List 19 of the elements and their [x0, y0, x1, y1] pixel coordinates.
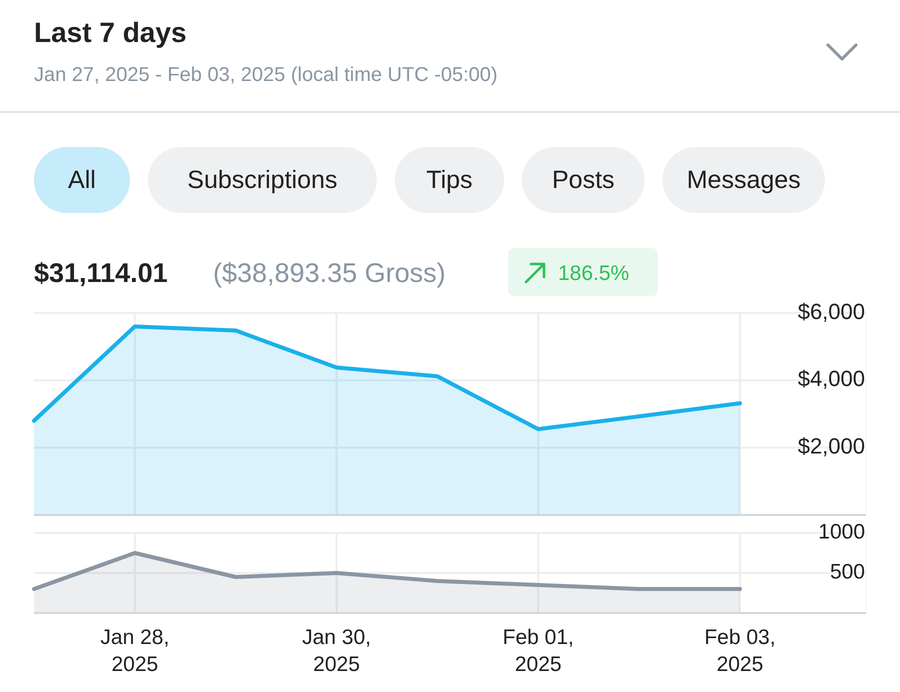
- x-tick-label: Feb 01, 2025: [502, 626, 574, 676]
- chart-title: Last 7 days: [34, 17, 187, 48]
- text: $31,114.01: [34, 258, 168, 288]
- y-tick-label: $4,000: [798, 366, 865, 392]
- text: Tips: [426, 166, 473, 194]
- y-tick-label: 1000: [818, 520, 865, 544]
- y-tick-label: $2,000: [798, 433, 865, 458]
- text: All: [68, 166, 96, 194]
- text: Posts: [552, 166, 615, 194]
- x-tick-label: Jan 28, 2025: [100, 626, 170, 676]
- y-tick-label: 500: [830, 560, 865, 584]
- text: Messages: [686, 166, 801, 194]
- text: 186.5%: [558, 262, 630, 285]
- y-tick-label: $6,000: [798, 298, 865, 324]
- x-tick-label: Feb 03, 2025: [704, 626, 776, 676]
- chart-subtitle: Jan 27, 2025 - Feb 03, 2025 (local time UTC -05:00): [34, 64, 498, 86]
- text: ($38,893.35 Gross): [213, 258, 446, 288]
- text: Subscriptions: [187, 166, 338, 194]
- x-tick-label: Jan 30, 2025: [302, 626, 371, 676]
